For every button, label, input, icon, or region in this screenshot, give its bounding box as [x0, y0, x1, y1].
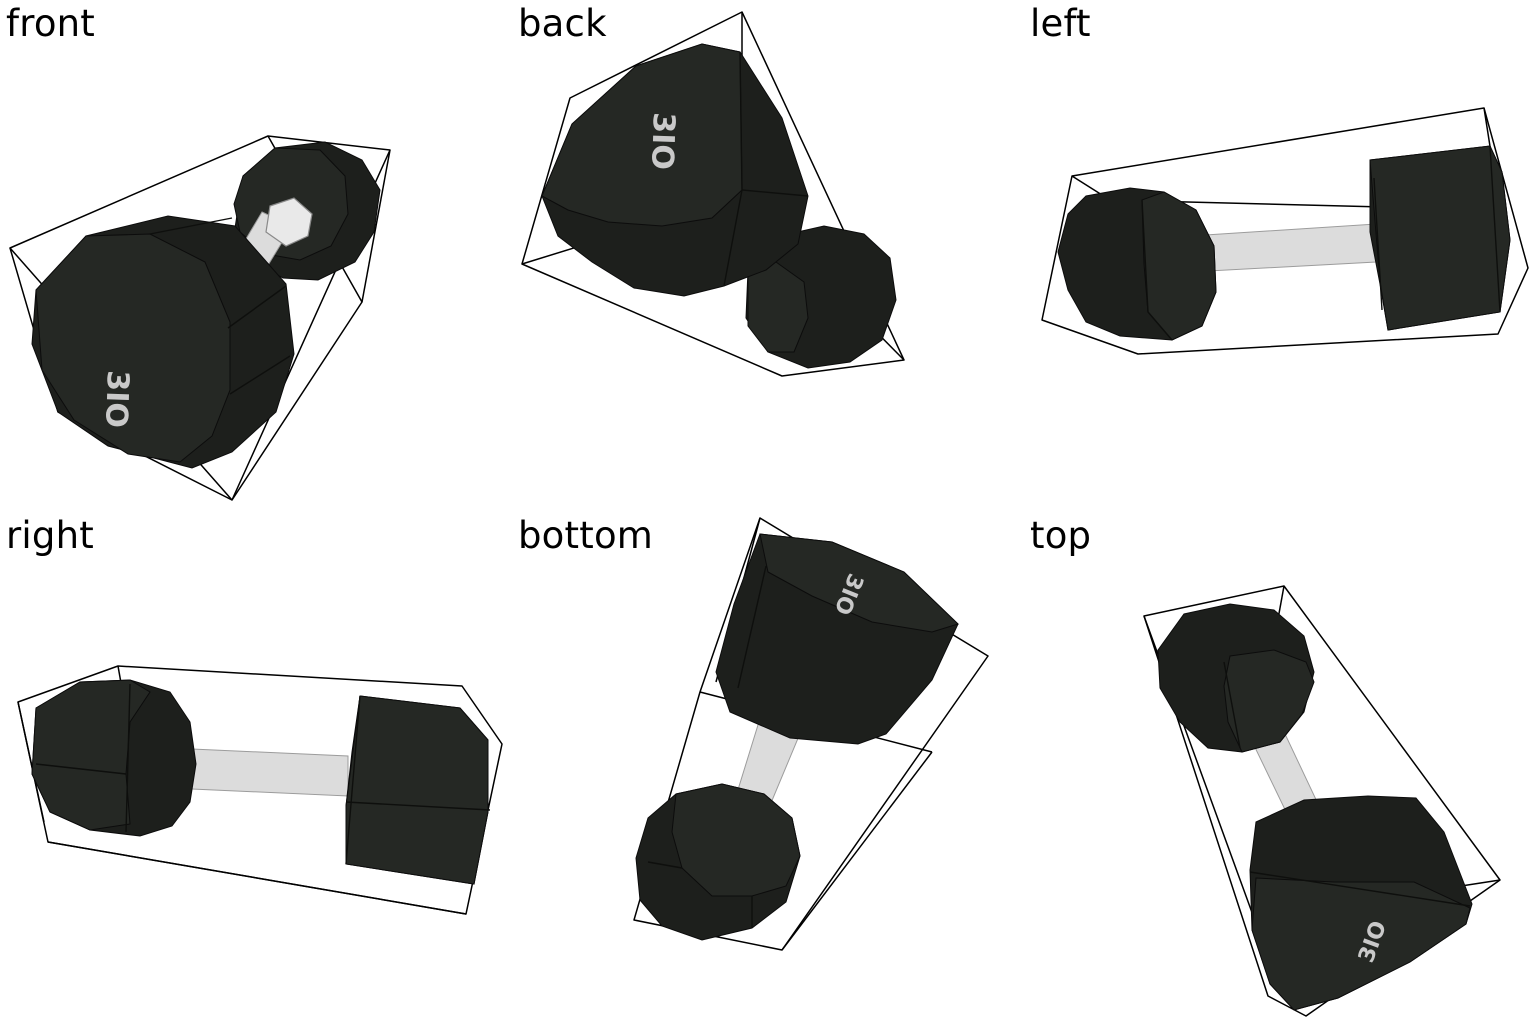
view-label: top [1030, 514, 1092, 557]
view-label: left [1030, 2, 1091, 45]
dumbbell [1057, 145, 1511, 341]
dumbbell: 3IO [635, 533, 959, 941]
dumbbell: 3IO [31, 141, 381, 469]
dumbbell-render-top: 3IO [1143, 585, 1501, 1017]
view-panel-front: front 3IO [0, 0, 512, 512]
view-label: bottom [518, 514, 654, 557]
bounding-box [17, 665, 503, 915]
view-label: back [518, 2, 607, 45]
dumbbell-render-right [17, 665, 503, 915]
dumbbell-render-left [1041, 107, 1529, 355]
brand-logo: 3IO [644, 112, 681, 171]
view-panel-left: left [1024, 0, 1536, 512]
dumbbell: 3IO [541, 43, 897, 369]
dumbbell [31, 679, 491, 885]
view-panel-right: right [0, 512, 512, 1024]
dumbbell: 3IO [1157, 603, 1473, 1011]
dumbbell-render-back: 3IO [521, 11, 905, 377]
dumbbell-render-bottom: 3IO [633, 517, 989, 951]
view-label: front [6, 2, 96, 45]
dumbbell-render-front: 3IO [9, 135, 391, 501]
view-panel-bottom: bottom 3IO [512, 512, 1024, 1024]
view-panel-top: top 3IO [1024, 512, 1536, 1024]
brand-logo: 3IO [98, 370, 135, 429]
view-label: right [6, 514, 94, 557]
view-panel-back: back 3IO [512, 0, 1024, 512]
